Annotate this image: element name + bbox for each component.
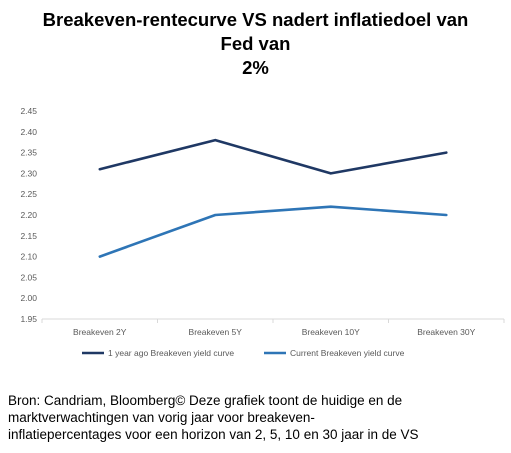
- title-line-2: Fed van: [220, 33, 291, 54]
- chart-title: Breakeven-rentecurve VS nadert inflatied…: [0, 8, 511, 80]
- legend-label: 1 year ago Breakeven yield curve: [108, 348, 234, 358]
- y-tick-label: 1.95: [20, 314, 37, 324]
- x-tick-label: Breakeven 5Y: [189, 327, 243, 337]
- caption-line-2: marktverwachtingen van vorig jaar voor b…: [8, 410, 315, 425]
- legend-label: Current Breakeven yield curve: [290, 348, 405, 358]
- y-tick-label: 2.25: [20, 189, 37, 199]
- y-tick-label: 2.00: [20, 293, 37, 303]
- y-tick-label: 2.35: [20, 148, 37, 158]
- y-tick-label: 2.20: [20, 210, 37, 220]
- y-tick-label: 2.05: [20, 272, 37, 282]
- line-chart: 1.95 2.00 2.05 2.10 2.15 2.20 2.25 2.30 2.35 2.40…: [20, 106, 505, 358]
- title-line-1: Breakeven-rentecurve VS nadert inflatied…: [42, 9, 469, 30]
- x-tick-label: Breakeven 2Y: [73, 327, 127, 337]
- x-tick-label: Breakeven 10Y: [302, 327, 360, 337]
- y-tick-label: 2.40: [20, 127, 37, 137]
- y-tick-label: 2.45: [20, 106, 37, 116]
- y-tick-label: 2.15: [20, 231, 37, 241]
- series-line-current: [98, 205, 448, 258]
- title-line-3: 2%: [242, 57, 269, 78]
- y-tick-label: 2.10: [20, 252, 37, 262]
- source-caption: Bron: Candriam, Bloomberg© Deze grafiek …: [8, 392, 508, 443]
- y-tick-label: 2.30: [20, 168, 37, 178]
- caption-line-1: Bron: Candriam, Bloomberg© Deze grafiek …: [8, 393, 403, 408]
- x-tick-label: Breakeven 30Y: [417, 327, 475, 337]
- caption-line-3: inflatiepercentages voor een horizon van…: [8, 427, 419, 442]
- series-line-one-year-ago: [98, 138, 448, 175]
